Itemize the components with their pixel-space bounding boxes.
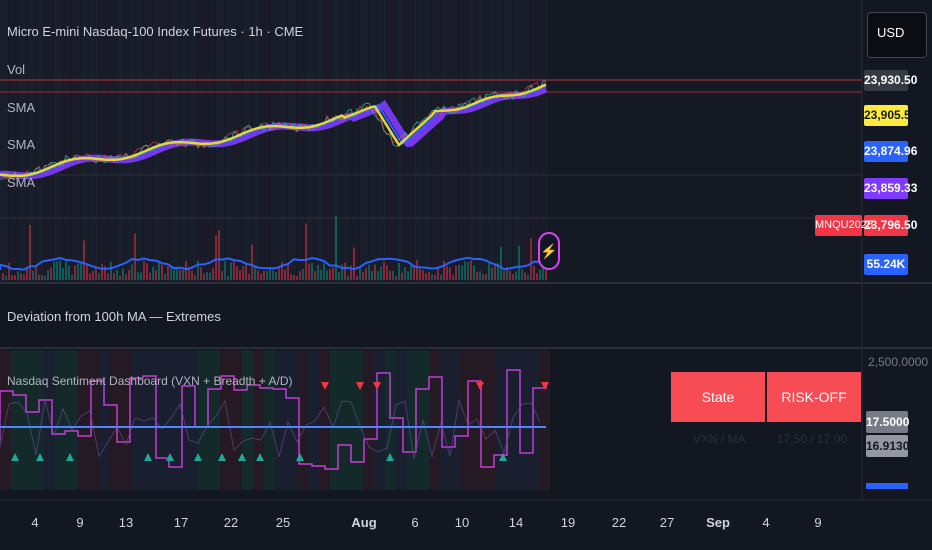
time-axis-label: 25 bbox=[275, 515, 291, 530]
price-tag-symbol: 23,796.50 bbox=[864, 215, 917, 236]
vxn-label-cell: VXN / MA bbox=[693, 432, 746, 446]
time-axis-label: Aug bbox=[351, 515, 377, 530]
sentiment-pane-title[interactable]: Nasdaq Sentiment Dashboard (VXN + Breadt… bbox=[7, 374, 293, 388]
sma-legend-label-1[interactable]: SMA bbox=[7, 100, 36, 115]
sma-legend-label-3[interactable]: SMA bbox=[7, 175, 36, 190]
lightning-icon[interactable]: ⚡ bbox=[538, 232, 560, 270]
time-axis-label: 17 bbox=[173, 515, 189, 530]
time-axis-label: 13 bbox=[118, 515, 134, 530]
price-tag-sma-purple: 23,859.33 bbox=[864, 178, 917, 199]
sentiment-tag-3 bbox=[866, 483, 908, 489]
time-axis-label: 19 bbox=[560, 515, 576, 530]
price-tag-sma-blue: 23,874.96 bbox=[864, 141, 917, 162]
time-axis-label: 4 bbox=[31, 515, 39, 530]
price-tag-sma-yellow: 23,905.53 bbox=[864, 105, 917, 126]
sma-legend-label-2[interactable]: SMA bbox=[7, 137, 36, 152]
time-axis-label: 9 bbox=[814, 515, 822, 530]
time-axis-label: 22 bbox=[223, 515, 239, 530]
time-axis-label: 27 bbox=[659, 515, 675, 530]
time-axis-label: 9 bbox=[76, 515, 84, 530]
state-label-cell: State bbox=[671, 372, 765, 422]
symbol-badge: MNQU2025 bbox=[815, 215, 873, 236]
time-axis-label: 10 bbox=[454, 515, 470, 530]
time-axis-label: 4 bbox=[762, 515, 770, 530]
volume-tag: 55.24K bbox=[864, 254, 908, 275]
time-axis-label: 22 bbox=[611, 515, 627, 530]
deviation-pane-title[interactable]: Deviation from 100h MA — Extremes bbox=[7, 309, 221, 324]
price-tag-last: 23,930.50 bbox=[864, 70, 917, 91]
time-axis-label: 6 bbox=[411, 515, 419, 530]
state-value-cell: RISK-OFF bbox=[767, 372, 861, 422]
currency-button[interactable]: USD bbox=[867, 12, 927, 58]
volume-legend-label[interactable]: Vol bbox=[7, 62, 26, 77]
vxn-value-cell: 17.50 / 17.00 bbox=[777, 432, 848, 446]
sentiment-axis-top-label: 2,500.0000 bbox=[868, 355, 929, 369]
time-axis-label: Sep bbox=[706, 515, 730, 530]
sentiment-tag-2: 16.9130 bbox=[866, 435, 909, 457]
chart-title: Micro E-mini Nasdaq-100 Index Futures · … bbox=[7, 24, 304, 39]
sentiment-tag-1: 17.5000 bbox=[866, 411, 909, 433]
time-axis-label: 14 bbox=[508, 515, 524, 530]
